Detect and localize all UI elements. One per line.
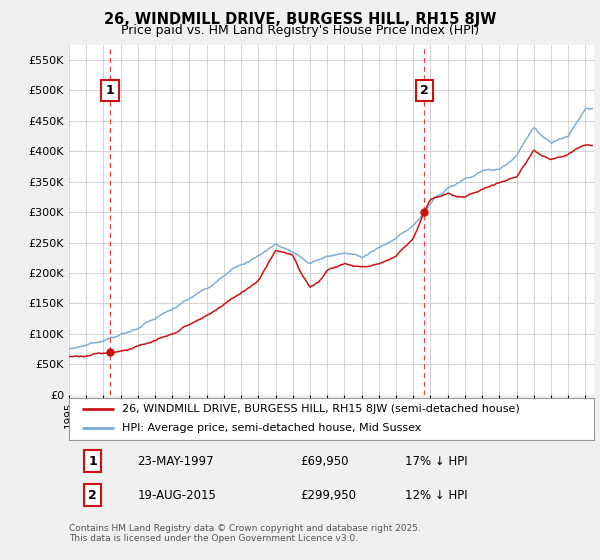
Text: Contains HM Land Registry data © Crown copyright and database right 2025.
This d: Contains HM Land Registry data © Crown c… [69,524,421,543]
Text: 2: 2 [88,489,97,502]
Text: 17% ↓ HPI: 17% ↓ HPI [405,455,467,468]
Text: £69,950: £69,950 [300,455,349,468]
Text: 12% ↓ HPI: 12% ↓ HPI [405,489,467,502]
Text: 26, WINDMILL DRIVE, BURGESS HILL, RH15 8JW: 26, WINDMILL DRIVE, BURGESS HILL, RH15 8… [104,12,496,27]
Text: £299,950: £299,950 [300,489,356,502]
Text: 1: 1 [106,84,115,97]
Text: 23-MAY-1997: 23-MAY-1997 [137,455,214,468]
Text: 1: 1 [88,455,97,468]
Text: 19-AUG-2015: 19-AUG-2015 [137,489,216,502]
Text: HPI: Average price, semi-detached house, Mid Sussex: HPI: Average price, semi-detached house,… [121,423,421,433]
Text: Price paid vs. HM Land Registry's House Price Index (HPI): Price paid vs. HM Land Registry's House … [121,24,479,36]
Text: 2: 2 [420,84,428,97]
Text: 26, WINDMILL DRIVE, BURGESS HILL, RH15 8JW (semi-detached house): 26, WINDMILL DRIVE, BURGESS HILL, RH15 8… [121,404,519,414]
